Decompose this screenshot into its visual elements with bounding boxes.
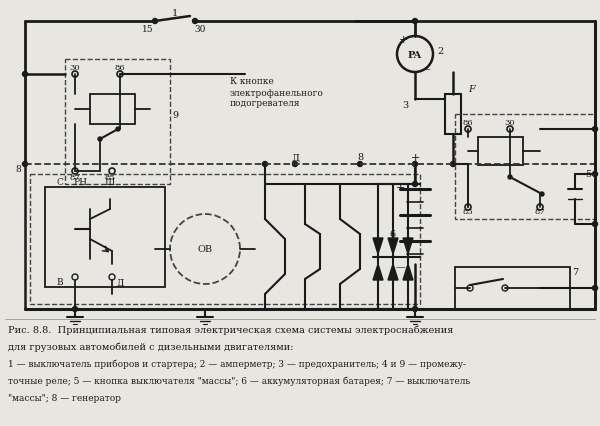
Polygon shape [388, 239, 398, 254]
Text: 86: 86 [115, 64, 125, 72]
Text: —: — [395, 263, 405, 272]
Text: 8: 8 [357, 153, 363, 162]
Circle shape [358, 162, 362, 167]
Circle shape [540, 193, 544, 196]
Text: 9: 9 [172, 110, 178, 119]
Text: PA: PA [408, 50, 422, 59]
Text: 1 — выключатель приборов и стартера; 2 — амперметр; 3 — предохранитель; 4 и 9 — : 1 — выключатель приборов и стартера; 2 —… [8, 359, 466, 368]
Bar [30, 175, 420, 304]
Text: —: — [420, 65, 430, 74]
Text: +: + [410, 153, 419, 163]
Text: для грузовых автомобилей с дизельными двигателями:: для грузовых автомобилей с дизельными дв… [8, 342, 293, 352]
Text: ОВ: ОВ [197, 245, 212, 254]
Polygon shape [373, 265, 383, 280]
Text: 2: 2 [437, 47, 443, 56]
Text: Д: Д [116, 278, 124, 287]
Text: РН: РН [73, 178, 87, 187]
Circle shape [508, 176, 512, 180]
Text: 5: 5 [585, 170, 591, 179]
Text: 3: 3 [402, 100, 408, 109]
Polygon shape [373, 239, 383, 254]
Text: 1: 1 [172, 9, 178, 18]
Circle shape [263, 162, 268, 167]
Text: 7: 7 [572, 268, 578, 277]
Text: Рис. 8.8.  Принципиальная типовая электрическая схема системы электроснабжения: Рис. 8.8. Принципиальная типовая электри… [8, 325, 454, 335]
Text: 30: 30 [505, 119, 515, 127]
Bar [445, 95, 461, 135]
Circle shape [98, 138, 102, 142]
Text: К кнопке: К кнопке [230, 77, 274, 86]
Bar [478, 138, 523, 166]
Circle shape [593, 222, 598, 227]
Circle shape [593, 172, 598, 177]
Circle shape [413, 20, 418, 24]
Text: "массы"; 8 — генератор: "массы"; 8 — генератор [8, 393, 121, 402]
Text: C: C [56, 178, 64, 187]
Bar [45, 187, 165, 287]
Text: Д: Д [291, 153, 299, 162]
Text: F: F [469, 85, 475, 94]
Text: 85: 85 [463, 207, 473, 216]
Polygon shape [403, 265, 413, 280]
Text: +: + [398, 35, 407, 45]
Circle shape [413, 182, 418, 187]
Text: 8: 8 [15, 165, 21, 174]
Text: электрофанельного: электрофанельного [230, 88, 324, 97]
Text: 30: 30 [194, 26, 206, 35]
Circle shape [413, 307, 418, 312]
Text: подогревателя: подогревателя [230, 99, 301, 108]
Polygon shape [403, 239, 413, 254]
Circle shape [451, 162, 455, 167]
Text: 6: 6 [389, 230, 395, 239]
Text: +: + [395, 183, 404, 193]
Circle shape [73, 307, 77, 312]
Text: 15: 15 [142, 26, 154, 35]
Bar [455, 115, 595, 219]
Text: 86: 86 [463, 119, 473, 127]
Text: 87: 87 [70, 173, 80, 181]
Text: Ш: Ш [105, 178, 115, 187]
Text: 30: 30 [70, 64, 80, 72]
Text: 85: 85 [104, 173, 115, 181]
Circle shape [23, 162, 28, 167]
Circle shape [116, 128, 120, 132]
Circle shape [193, 20, 197, 24]
Bar [65, 60, 170, 184]
Polygon shape [388, 265, 398, 280]
Text: точные реле; 5 — кнопка выключателя "массы"; 6 — аккумуляторная батарея; 7 — вык: точные реле; 5 — кнопка выключателя "мас… [8, 376, 470, 386]
Circle shape [293, 162, 298, 167]
Circle shape [593, 127, 598, 132]
Bar [90, 95, 135, 125]
Circle shape [593, 286, 598, 291]
Text: B: B [56, 278, 64, 287]
Circle shape [413, 162, 418, 167]
Circle shape [23, 72, 28, 77]
Circle shape [152, 20, 157, 24]
Text: 87: 87 [535, 207, 545, 216]
Bar [455, 268, 570, 309]
